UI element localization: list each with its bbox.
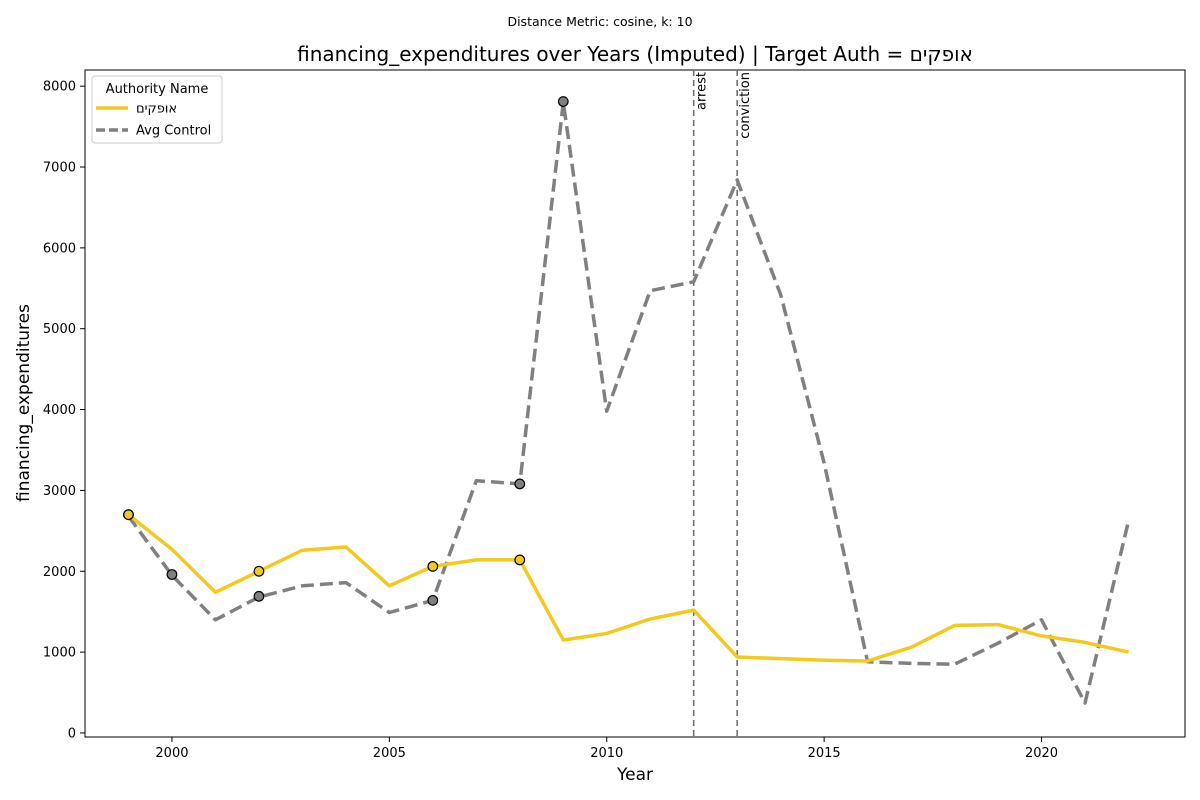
- data-point-target: [427, 561, 439, 572]
- data-point-avg-control: [427, 594, 439, 606]
- y-tick-label: 3000: [43, 484, 76, 499]
- y-tick-label: 5000: [43, 322, 76, 337]
- y-tick-label: 7000: [43, 161, 76, 176]
- data-point-avg-control: [166, 569, 178, 580]
- data-point-avg-control: [253, 590, 265, 602]
- y-tick-label: 4000: [43, 403, 76, 418]
- legend-label-avg-control: Avg Control: [136, 124, 211, 139]
- x-tick-label: 2005: [373, 746, 406, 761]
- data-point-target: [253, 565, 265, 577]
- data-point-avg-control: [557, 96, 569, 107]
- x-tick-label: 2020: [1025, 746, 1058, 761]
- figure-suptitle: Distance Metric: cosine, k: 10: [507, 14, 692, 29]
- x-axis-label: Year: [616, 765, 653, 785]
- plot-area: 2000 2005 2010 2015 2020 0 1000 2000 3000 4000 500…: [43, 69, 1186, 761]
- legend-title: Authority Name: [106, 82, 209, 97]
- legend: Authority Name אופקים Avg Control: [91, 75, 223, 144]
- data-point-avg-control: [514, 478, 526, 490]
- data-point-target: [123, 509, 134, 521]
- y-tick-label: 8000: [43, 80, 76, 95]
- legend-label-target: אופקים: [136, 102, 177, 117]
- x-tick-label: 2015: [808, 746, 841, 761]
- series-line-target: [127, 513, 1129, 663]
- data-point-target: [514, 554, 526, 566]
- x-tick-label: 2000: [155, 746, 188, 761]
- legend-box: [91, 75, 223, 144]
- plot-frame: [84, 69, 1186, 738]
- y-tick-label: 1000: [43, 646, 76, 661]
- y-tick-label: 6000: [43, 241, 76, 256]
- series-line-avg-control: [127, 100, 1131, 705]
- y-tick-label: 0: [68, 726, 76, 741]
- event-label-conviction: conviction: [738, 72, 753, 139]
- y-axis-label: financing_expenditures: [14, 304, 34, 502]
- x-tick-label: 2010: [590, 746, 623, 761]
- chart-title: financing_expenditures over Years (Imput…: [297, 42, 973, 66]
- event-label-arrest: arrest: [695, 72, 710, 110]
- y-tick-label: 2000: [43, 565, 76, 580]
